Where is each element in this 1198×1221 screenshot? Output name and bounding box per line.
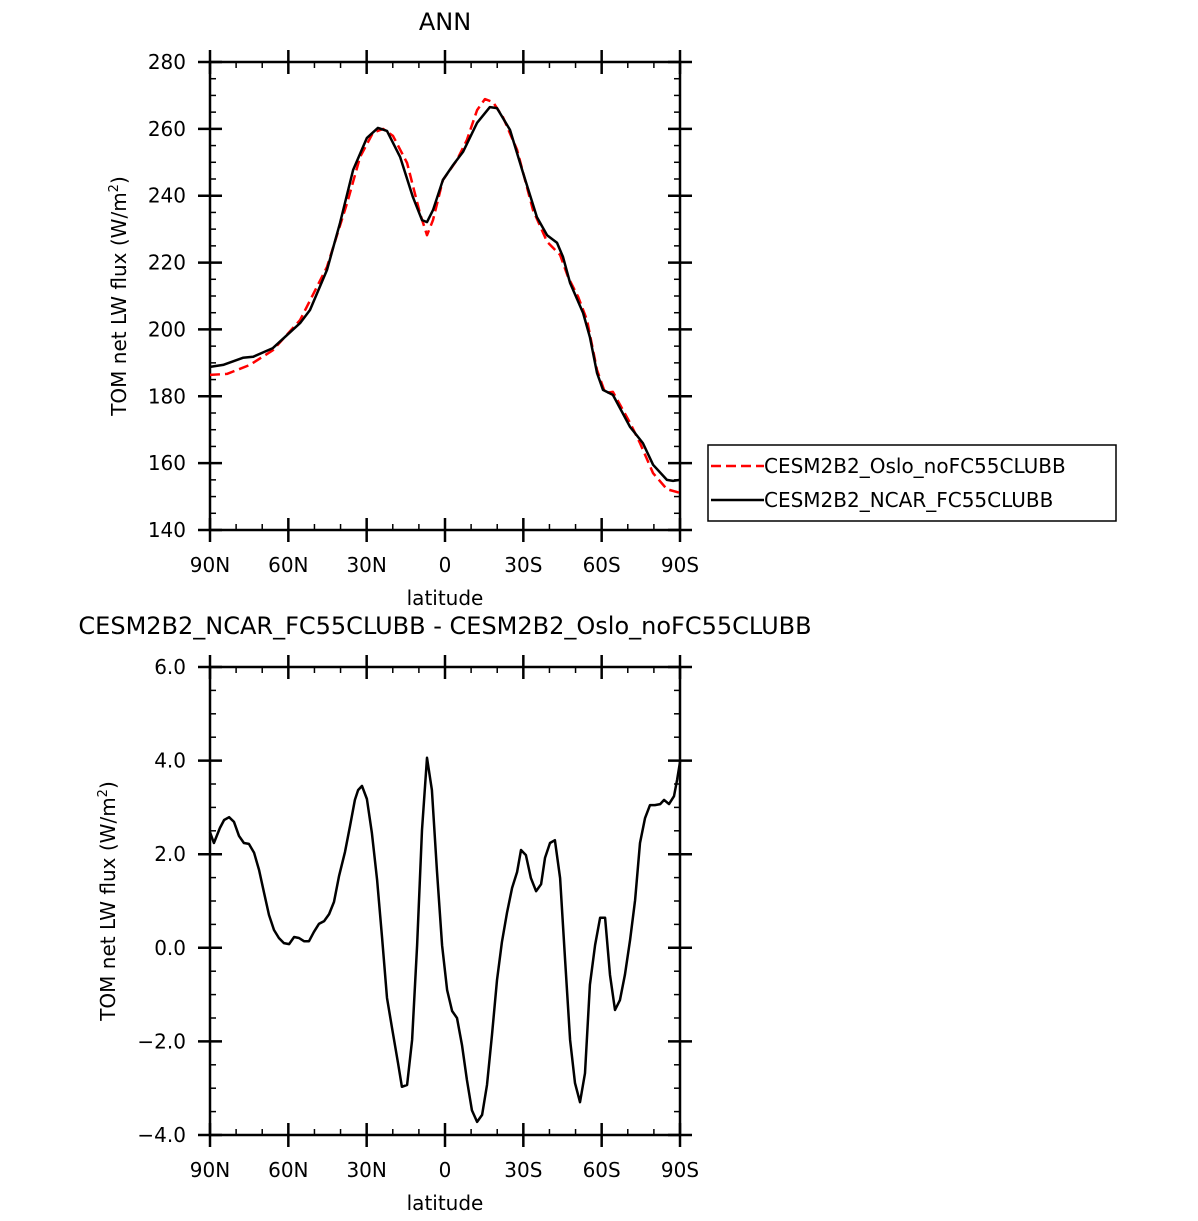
bottom-title: CESM2B2_NCAR_FC55CLUBB - CESM2B2_Oslo_no… bbox=[78, 612, 811, 640]
y-tick-label: 6.0 bbox=[154, 655, 186, 679]
x-tick-label: 60S bbox=[583, 1158, 621, 1182]
y-tick-label: 280 bbox=[148, 50, 186, 74]
y-tick-label: −2.0 bbox=[137, 1029, 186, 1053]
bottom-panel-difference: CESM2B2_NCAR_FC55CLUBB - CESM2B2_Oslo_no… bbox=[78, 612, 811, 1215]
legend-label-oslo: CESM2B2_Oslo_noFC55CLUBB bbox=[764, 454, 1066, 478]
bottom-xlabel: latitude bbox=[407, 1191, 484, 1215]
x-tick-label: 90S bbox=[661, 553, 699, 577]
x-tick-label: 0 bbox=[439, 1158, 452, 1182]
plot-frame bbox=[208, 60, 682, 532]
y-tick-label: 140 bbox=[148, 518, 186, 542]
series-line-cesm2b2_oslo_nofc55clubb bbox=[209, 97, 681, 495]
y-tick-label: 2.0 bbox=[154, 842, 186, 866]
y-tick-label: 160 bbox=[148, 451, 186, 475]
y-tick-label: 200 bbox=[148, 317, 186, 341]
x-tick-label: 90N bbox=[190, 1158, 230, 1182]
y-tick-label: 260 bbox=[148, 117, 186, 141]
x-tick-label: 60S bbox=[583, 553, 621, 577]
x-tick-label: 60N bbox=[268, 553, 308, 577]
y-tick-label: 220 bbox=[148, 251, 186, 275]
top-ylabel: TOM net LW flux (W/m2) bbox=[107, 176, 131, 417]
legend-label-ncar: CESM2B2_NCAR_FC55CLUBB bbox=[764, 488, 1053, 512]
top-title: ANN bbox=[419, 8, 471, 36]
y-tick-label: 240 bbox=[148, 184, 186, 208]
top-xlabel: latitude bbox=[407, 586, 484, 610]
x-tick-label: 30N bbox=[346, 553, 386, 577]
x-tick-label: 90S bbox=[661, 1158, 699, 1182]
series-line-cesm2b2_ncar_fc55clubb bbox=[209, 105, 681, 483]
x-tick-label: 30S bbox=[504, 1158, 542, 1182]
x-tick-label: 60N bbox=[268, 1158, 308, 1182]
y-tick-label: 0.0 bbox=[154, 936, 186, 960]
x-tick-label: 0 bbox=[439, 553, 452, 577]
y-tick-label: 4.0 bbox=[154, 749, 186, 773]
plot-frame bbox=[208, 665, 682, 1137]
x-tick-label: 30S bbox=[504, 553, 542, 577]
legend: CESM2B2_Oslo_noFC55CLUBB CESM2B2_NCAR_FC… bbox=[707, 444, 1117, 522]
y-tick-label: 180 bbox=[148, 384, 186, 408]
y-tick-label: −4.0 bbox=[137, 1123, 186, 1147]
x-tick-label: 30N bbox=[346, 1158, 386, 1182]
x-tick-label: 90N bbox=[190, 553, 230, 577]
series-line-difference bbox=[208, 756, 682, 1124]
bottom-ylabel: TOM net LW flux (W/m2) bbox=[96, 781, 120, 1022]
top-panel-annual-mean: ANN latitude TOM net LW flux (W/m2) 90N 6… bbox=[107, 8, 699, 610]
